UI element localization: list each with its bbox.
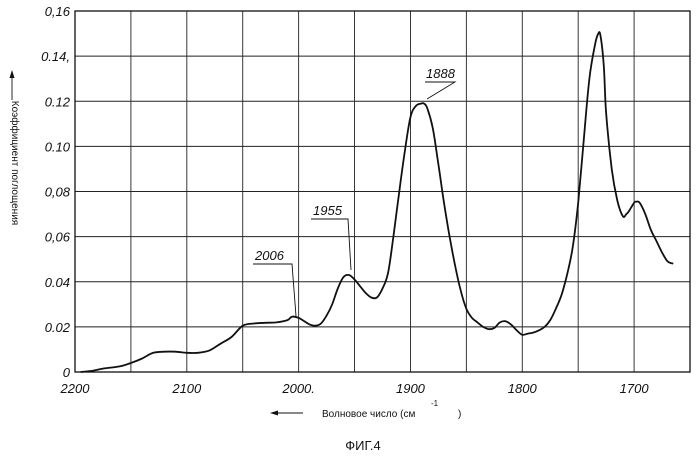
y-axis-arrowhead <box>10 70 15 78</box>
figure-caption: ФИГ.4 <box>345 438 381 453</box>
x-axis-arrowhead <box>270 411 278 416</box>
peak-label-1888: 1888 <box>426 66 456 81</box>
y-tick-labels: 0 0.02 0.04 0,06 0,08 0.10 0.12 0.14, 0,16 <box>41 4 71 380</box>
x-axis-label-superscript: -1 <box>431 399 439 408</box>
peak-leader-2006 <box>253 264 296 316</box>
y-tick-label: 0.14, <box>41 49 70 64</box>
x-tick-label: 1700 <box>620 381 650 396</box>
y-axis-label-group: Коэффициент поглощения <box>9 70 21 225</box>
x-axis-label-group: Волновое число (см -1 ) <box>270 399 461 420</box>
y-tick-label: 0 <box>63 365 71 380</box>
x-tick-label: 1800 <box>508 381 538 396</box>
series-line-absorption <box>81 32 674 372</box>
grid <box>75 11 690 372</box>
y-tick-label: 0.10 <box>45 139 71 154</box>
x-tick-labels: 2200 2100 2000. 1900 1800 1700 <box>60 381 650 396</box>
peak-leader-1888 <box>425 82 455 99</box>
x-axis-label-close: ) <box>458 409 461 420</box>
x-tick-label: 2100 <box>171 381 202 396</box>
peak-label-1955: 1955 <box>313 203 343 218</box>
y-tick-label: 0,08 <box>45 185 71 200</box>
y-tick-label: 0.02 <box>45 320 71 335</box>
x-tick-label: 2200 <box>60 381 91 396</box>
y-tick-label: 0.04 <box>45 275 70 290</box>
peak-leader-1955 <box>311 219 351 270</box>
y-axis-label: Коэффициент поглощения <box>9 101 21 225</box>
x-tick-label: 2000. <box>281 381 315 396</box>
y-tick-label: 0,16 <box>45 4 71 19</box>
y-tick-label: 0,06 <box>45 230 71 245</box>
x-tick-label: 1900 <box>396 381 426 396</box>
y-tick-label: 0.12 <box>45 94 71 109</box>
peak-label-2006: 2006 <box>254 248 285 263</box>
x-axis-label: Волновое число (см <box>322 409 415 420</box>
